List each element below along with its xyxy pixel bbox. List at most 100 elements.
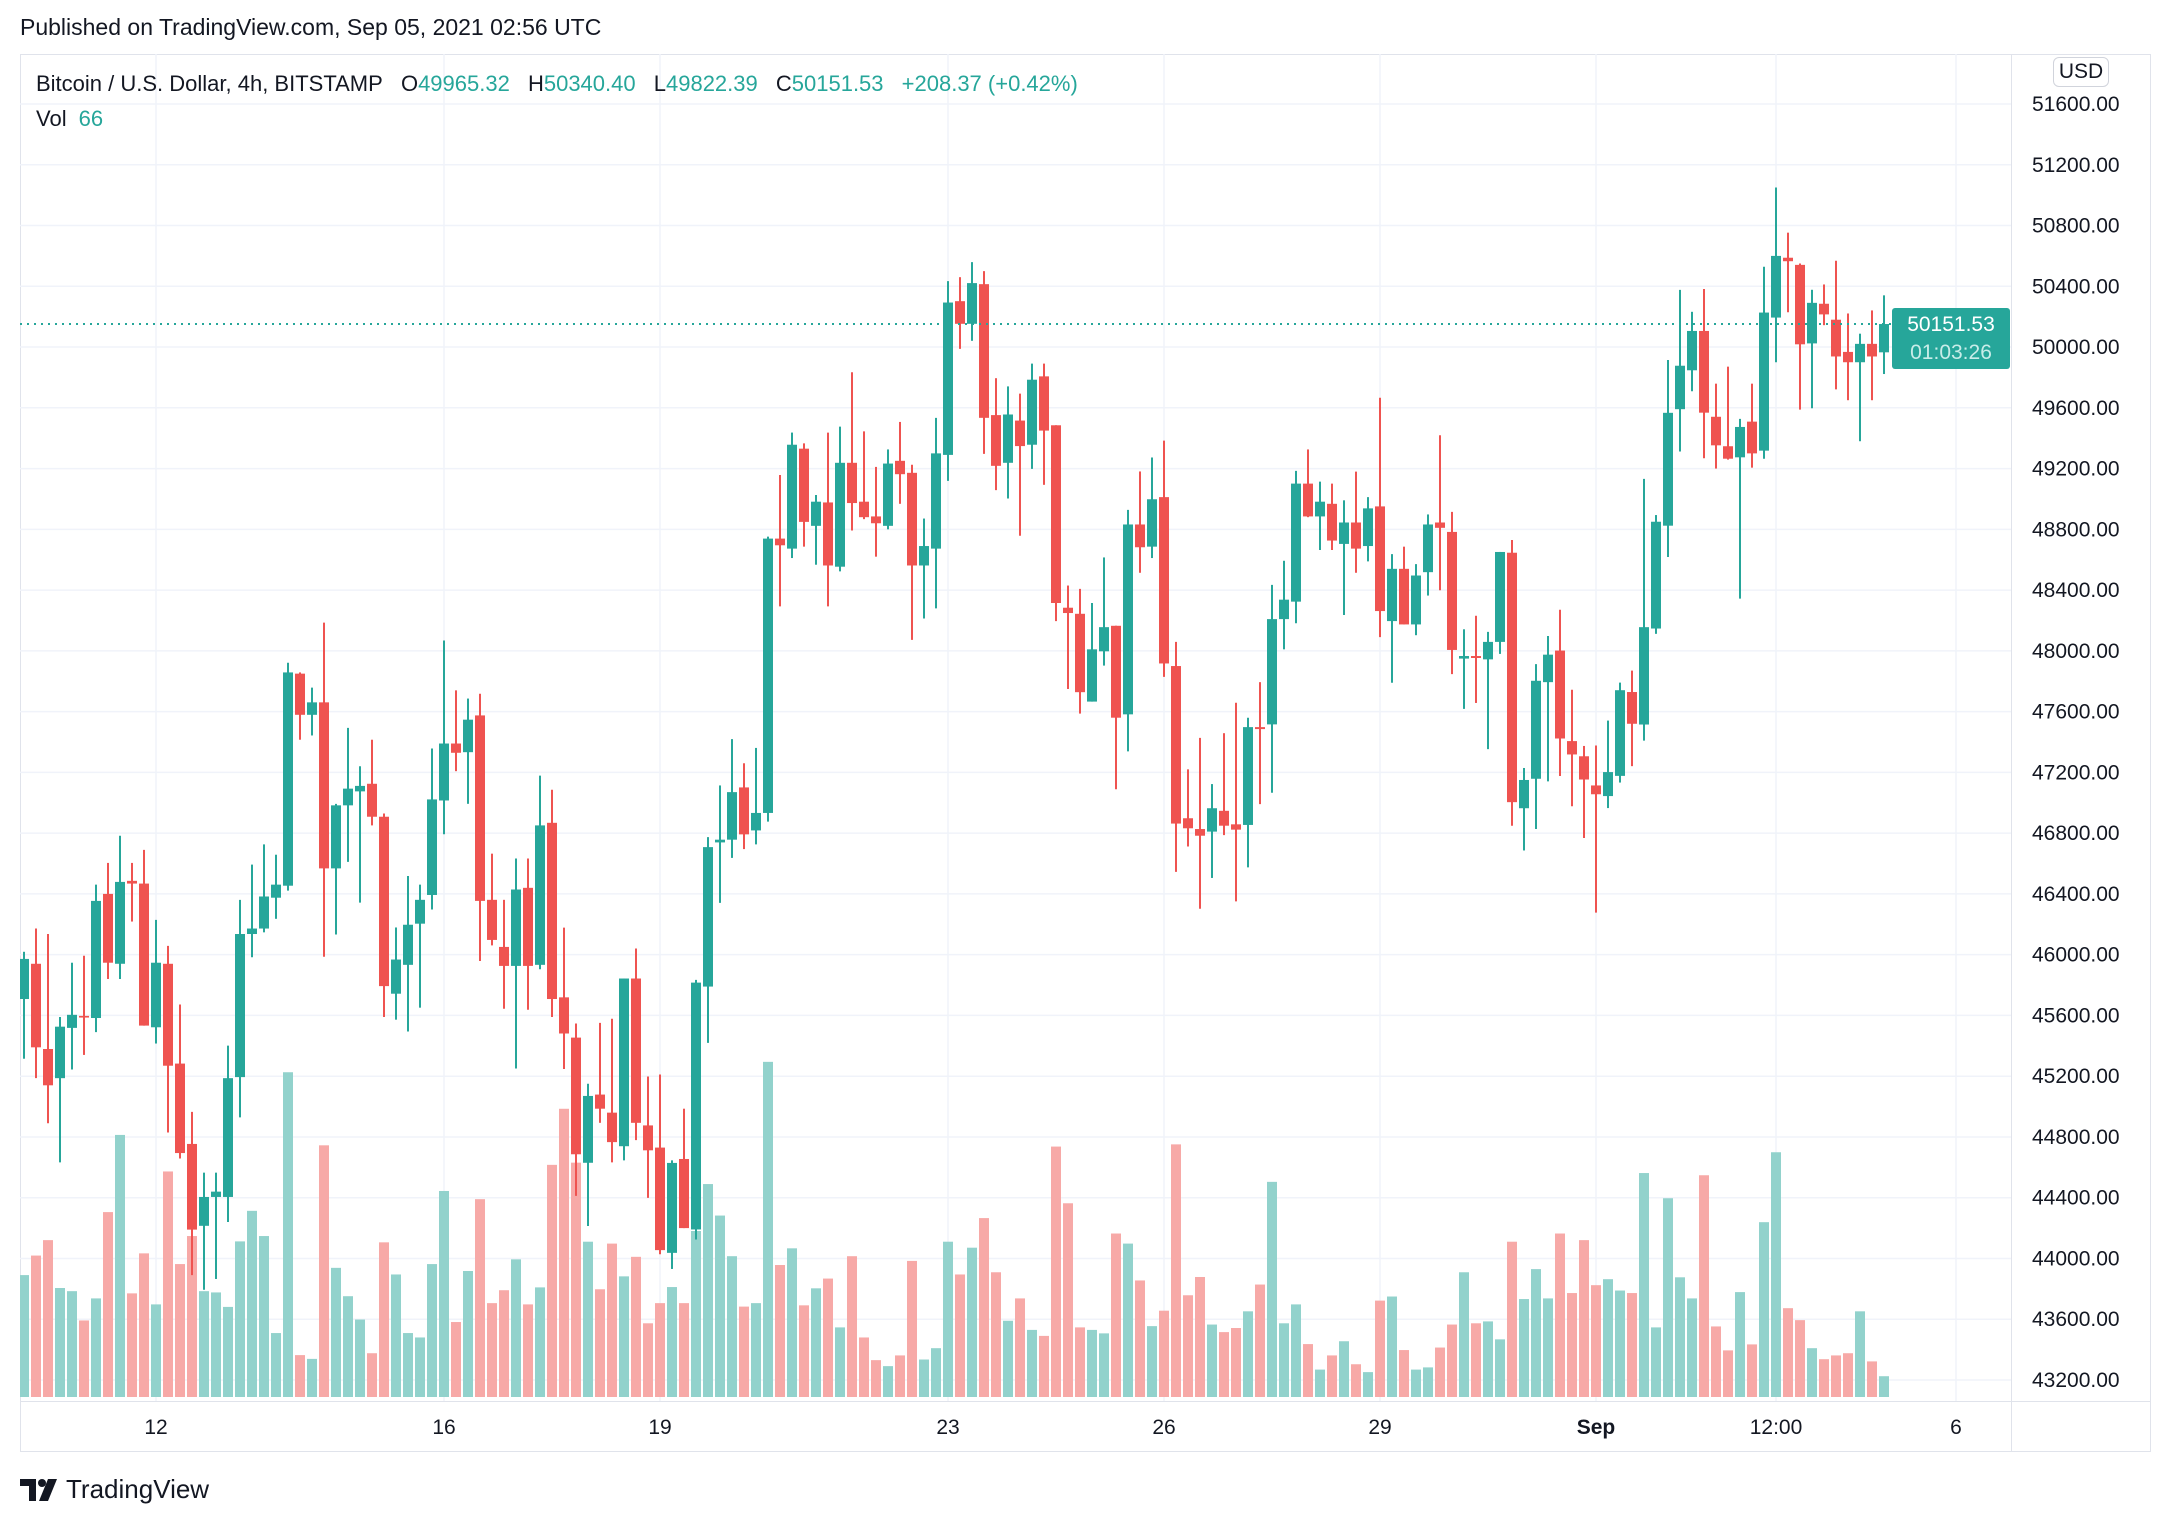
candle — [1759, 266, 1769, 459]
candle — [535, 775, 545, 970]
volume-bar — [703, 1184, 713, 1397]
volume-bar — [463, 1271, 473, 1397]
volume-bar — [1543, 1298, 1553, 1397]
candle — [1015, 393, 1025, 536]
candle — [1003, 386, 1013, 499]
candle-body — [235, 934, 245, 1078]
volume-bar — [1135, 1280, 1145, 1397]
volume-bar — [20, 1275, 29, 1397]
candle — [259, 844, 269, 933]
time-axis[interactable]: 12 16 19 23 26 29 Sep 12:00 6 — [20, 1402, 2011, 1452]
price-axis[interactable]: 51600.00 51200.00 50800.00 50400.00 50000.00… — [2012, 54, 2151, 1401]
volume-bar — [1027, 1329, 1037, 1397]
candle — [931, 417, 941, 609]
volume-bar — [1651, 1327, 1661, 1397]
symbol-title[interactable]: Bitcoin / U.S. Dollar, 4h, BITSTAMP — [36, 71, 383, 96]
candle — [1051, 425, 1061, 622]
candle-body — [211, 1191, 221, 1197]
price-tick-label: 51200.00 — [2032, 154, 2120, 177]
volume-bar — [1807, 1348, 1817, 1397]
candle — [1111, 625, 1121, 790]
candle — [1195, 737, 1205, 909]
volume-bar — [535, 1287, 545, 1397]
currency-button[interactable]: USD — [2053, 57, 2109, 87]
volume-bar — [727, 1256, 737, 1397]
volume-bar — [1639, 1173, 1649, 1397]
candle-body — [127, 880, 137, 884]
candle-body — [1615, 690, 1625, 776]
candle — [1543, 635, 1553, 782]
volume-bar — [1051, 1146, 1061, 1397]
volume-bar — [679, 1303, 689, 1397]
candle-body — [1363, 508, 1373, 547]
candle-body — [55, 1026, 65, 1079]
price-tick-label: 46000.00 — [2032, 944, 2120, 967]
candle-body — [703, 847, 713, 987]
candle-body — [1519, 779, 1529, 809]
candle — [1279, 560, 1289, 650]
volume-bar — [1519, 1299, 1529, 1397]
volume-bar — [835, 1327, 845, 1397]
candle-body — [1543, 654, 1553, 683]
volume-bar — [1423, 1367, 1433, 1397]
price-tick-label: 47200.00 — [2032, 761, 2120, 784]
candle — [1171, 641, 1181, 872]
candle — [1843, 313, 1853, 401]
volume-bar — [1351, 1364, 1361, 1397]
footer-brand[interactable]: TradingView — [20, 1474, 209, 1505]
candle — [895, 421, 905, 504]
chart-pane[interactable] — [20, 54, 2011, 1401]
volume-bar — [55, 1288, 65, 1397]
candle — [67, 962, 77, 1070]
candle — [523, 858, 533, 1010]
candle-body — [823, 502, 833, 566]
candle-body — [451, 743, 461, 753]
candle — [1123, 509, 1133, 752]
price-tick-label: 43200.00 — [2032, 1369, 2120, 1392]
candle — [1231, 702, 1241, 902]
candle-body — [1459, 656, 1469, 659]
candle-body — [1531, 680, 1541, 779]
volume-bar — [79, 1320, 89, 1397]
candle — [355, 766, 365, 903]
volume-bar — [787, 1248, 797, 1397]
candle — [1879, 295, 1889, 375]
volume-bar — [1627, 1293, 1637, 1397]
candle — [367, 739, 377, 826]
volume-bar — [223, 1306, 233, 1397]
candle-body — [1399, 568, 1409, 625]
candle-body — [1567, 741, 1577, 755]
volume-bar — [475, 1199, 485, 1397]
candle-body — [847, 462, 857, 504]
candle-body — [1351, 522, 1361, 549]
volume-bar — [1531, 1269, 1541, 1397]
volume-bar — [1567, 1293, 1577, 1397]
candle-body — [835, 462, 845, 567]
candle-body — [1663, 412, 1673, 526]
price-tick-label: 43600.00 — [2032, 1308, 2120, 1331]
candle-body — [1195, 829, 1205, 836]
candle-body — [1867, 343, 1877, 357]
volume-bar — [1663, 1198, 1673, 1397]
candle — [1663, 359, 1673, 557]
volume-bars — [20, 1061, 1889, 1397]
volume-bar — [1315, 1369, 1325, 1397]
candle-body — [955, 301, 965, 324]
last-price-label: 50151.53 01:03:26 — [1892, 308, 2010, 369]
candle-body — [43, 1048, 53, 1086]
candle — [1579, 745, 1589, 839]
volume-bar — [1291, 1304, 1301, 1397]
volume-bar — [1255, 1284, 1265, 1397]
volume-bar — [1759, 1222, 1769, 1397]
candle-body — [1855, 343, 1865, 363]
price-tick-label: 50400.00 — [2032, 275, 2120, 298]
candle-body — [871, 516, 881, 524]
candle — [1807, 289, 1817, 409]
candle — [187, 1111, 197, 1276]
volume-legend: Vol 66 — [36, 106, 103, 132]
candle — [547, 789, 557, 1017]
volume-bar — [1603, 1279, 1613, 1397]
volume-bar — [1459, 1272, 1469, 1397]
candle-body — [583, 1095, 593, 1163]
volume-bar — [1195, 1276, 1205, 1397]
